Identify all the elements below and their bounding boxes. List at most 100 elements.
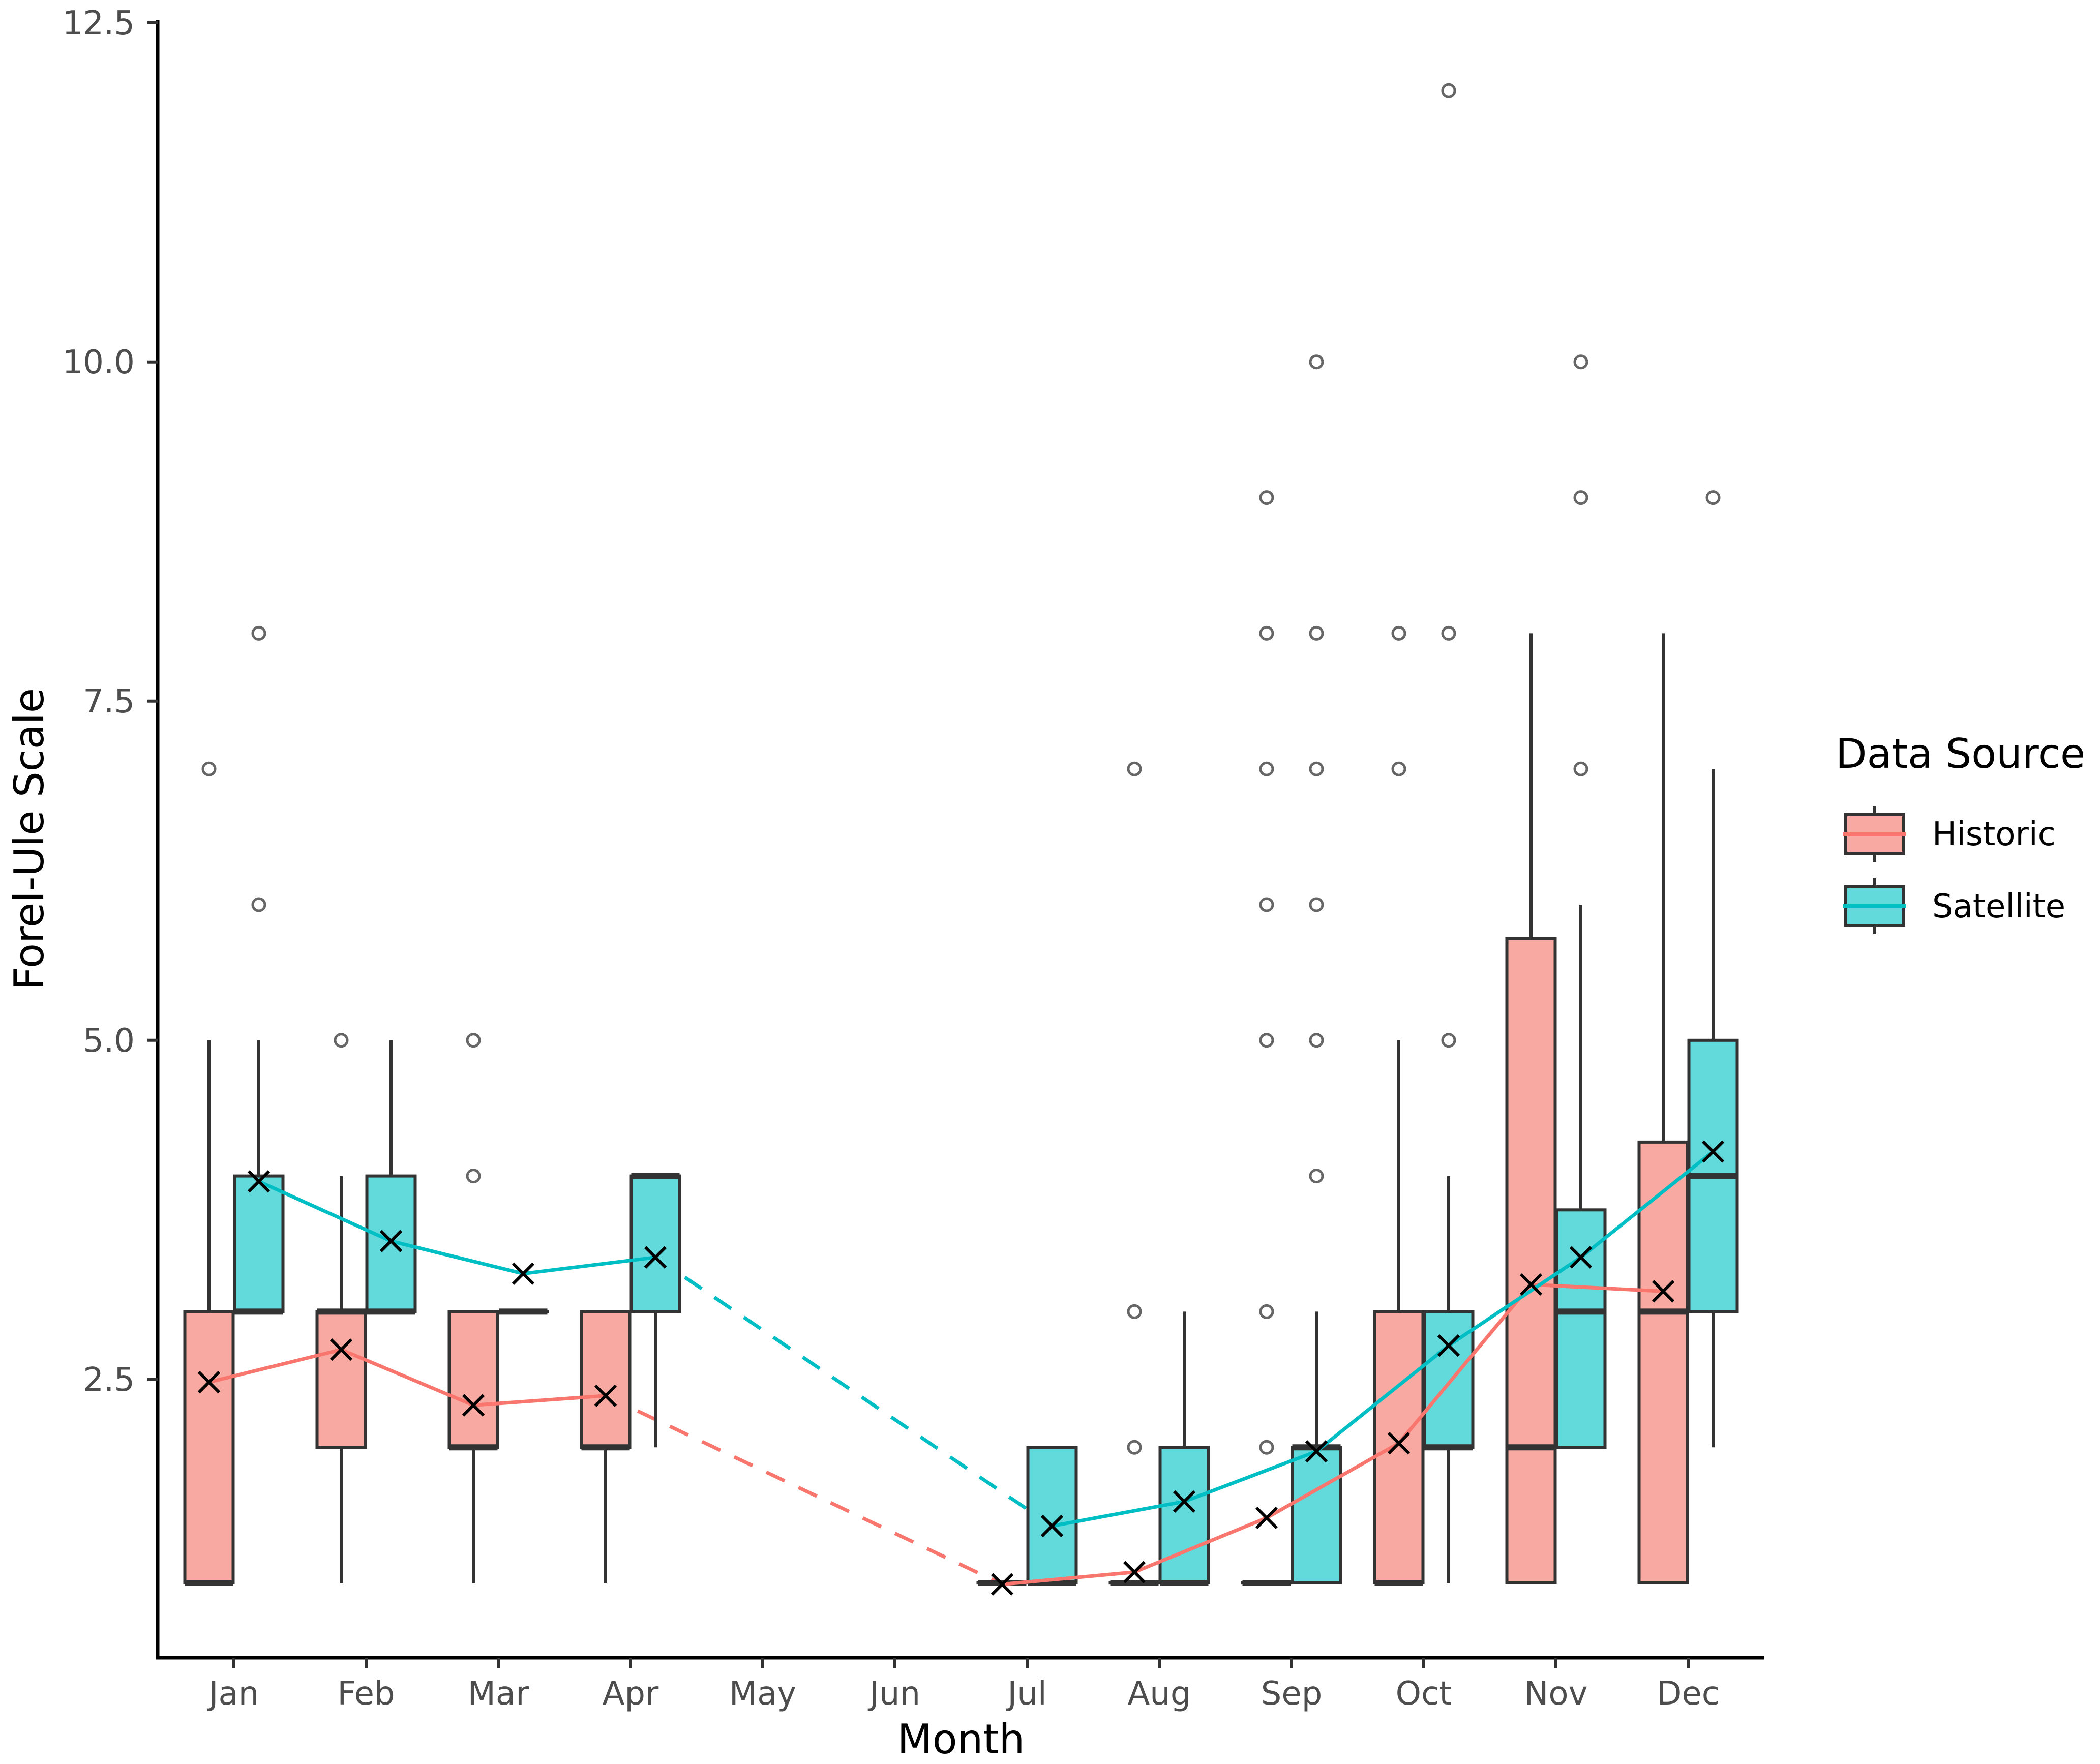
boxplots xyxy=(183,633,1739,1586)
satellite-outlier xyxy=(1309,354,1324,370)
x-tick-label: Jan xyxy=(207,1675,259,1713)
historic-outlier xyxy=(334,1033,349,1048)
satellite-mean-marker xyxy=(1569,1246,1593,1269)
y-tick-label: 7.5 xyxy=(83,683,135,721)
satellite-outlier xyxy=(1309,1169,1324,1184)
x-tick-label: Nov xyxy=(1524,1675,1588,1713)
x-ticks: Jan Feb Mar Apr May Jun Jul Aug Sep Oct Nov Dec xyxy=(207,1658,1720,1713)
satellite-outlier xyxy=(1309,761,1324,776)
y-tick-label: 10.0 xyxy=(63,344,135,381)
legend-title: Data Source xyxy=(1836,730,2085,778)
satellite-mean-line xyxy=(1052,1150,1715,1528)
historic-outlier xyxy=(1259,897,1274,912)
historic-outlier xyxy=(1127,1440,1142,1455)
satellite-box xyxy=(1158,1446,1210,1584)
satellite-mean-marker xyxy=(512,1262,535,1285)
historic-outlier xyxy=(1259,1440,1274,1455)
historic-mean-marker xyxy=(1519,1273,1543,1296)
legend-items: Historic Satellite xyxy=(1843,806,2065,934)
historic-mean-marker xyxy=(594,1384,617,1407)
satellite-mean-marker xyxy=(1437,1334,1460,1357)
y-tick-label: 5.0 xyxy=(83,1022,135,1060)
x-tick-label: Jun xyxy=(867,1675,920,1713)
historic-outlier xyxy=(1259,625,1274,641)
legend-item-historic: Historic xyxy=(1843,806,2056,862)
x-axis-title: Month xyxy=(897,1716,1025,1763)
historic-outlier xyxy=(466,1169,481,1184)
x-tick-label: Oct xyxy=(1396,1675,1452,1713)
historic-mean-dashed-gap xyxy=(605,1394,1003,1586)
satellite-mean-dashed-gap xyxy=(654,1255,1053,1528)
x-tick-label: Feb xyxy=(337,1675,395,1713)
y-tick-label: 12.5 xyxy=(63,5,135,42)
historic-mean-marker xyxy=(1123,1561,1146,1583)
historic-outlier xyxy=(1259,1033,1274,1048)
satellite-outlier xyxy=(251,897,266,912)
historic-box xyxy=(1373,1310,1425,1584)
y-tick-label: 2.5 xyxy=(83,1361,135,1399)
y-ticks: 2.5 5.0 7.5 10.0 12.5 xyxy=(63,5,158,1399)
x-tick-label: Apr xyxy=(603,1675,659,1713)
mean-lines xyxy=(208,1150,1715,1587)
satellite-outlier xyxy=(1309,625,1324,641)
satellite-mean-marker xyxy=(644,1246,667,1269)
historic-outlier xyxy=(1127,761,1142,776)
historic-mean-line xyxy=(1002,1282,1664,1587)
satellite-outlier xyxy=(1573,761,1588,776)
historic-outlier xyxy=(201,761,217,776)
satellite-outlier xyxy=(1441,83,1456,98)
x-tick-label: Aug xyxy=(1128,1675,1191,1713)
x-tick-label: Mar xyxy=(468,1675,529,1713)
historic-mean-marker xyxy=(1652,1280,1675,1303)
historic-box xyxy=(183,1310,235,1584)
legend-item-satellite: Satellite xyxy=(1843,878,2065,934)
y-axis-title: Forel-Ule Scale xyxy=(6,688,53,990)
satellite-outlier xyxy=(1705,490,1721,505)
satellite-outlier xyxy=(1573,490,1588,505)
satellite-box xyxy=(629,1174,681,1313)
historic-mean-marker xyxy=(197,1371,221,1394)
satellite-outlier xyxy=(251,625,266,641)
historic-mean-marker xyxy=(462,1394,485,1417)
satellite-mean-marker xyxy=(379,1230,403,1252)
historic-mean-line xyxy=(208,1348,606,1408)
satellite-outlier xyxy=(1309,897,1324,912)
satellite-outlier xyxy=(1441,625,1456,641)
historic-box xyxy=(1505,937,1557,1584)
historic-outlier xyxy=(1259,490,1274,505)
historic-mean-marker xyxy=(991,1573,1014,1596)
historic-outlier xyxy=(1391,761,1406,776)
satellite-mean-marker xyxy=(1040,1514,1064,1538)
satellite-box xyxy=(1423,1310,1475,1449)
historic-mean-marker xyxy=(329,1338,353,1361)
satellite-box xyxy=(1026,1446,1078,1584)
legend-label-satellite: Satellite xyxy=(1932,888,2065,925)
historic-box xyxy=(1637,1140,1689,1584)
x-tick-label: Dec xyxy=(1657,1675,1720,1713)
historic-outlier xyxy=(1127,1304,1142,1319)
x-tick-label: Jul xyxy=(1005,1675,1046,1713)
historic-outlier xyxy=(1259,761,1274,776)
satellite-mean-marker xyxy=(1701,1140,1725,1163)
outlier-points xyxy=(201,83,1721,1455)
x-tick-label: May xyxy=(729,1675,796,1713)
satellite-outlier xyxy=(1573,354,1588,370)
satellite-mean-marker xyxy=(1305,1440,1328,1463)
historic-box xyxy=(315,1310,367,1449)
legend-label-historic: Historic xyxy=(1932,816,2056,853)
legend: Data Source Historic Satellite xyxy=(1836,730,2085,934)
satellite-outlier xyxy=(1309,1033,1324,1048)
dashed-gap-lines xyxy=(605,1255,1053,1586)
historic-outlier xyxy=(1259,1304,1274,1319)
satellite-box xyxy=(1555,1208,1607,1449)
x-tick-label: Sep xyxy=(1261,1675,1323,1713)
satellite-mean-marker xyxy=(1173,1490,1196,1513)
mean-markers xyxy=(197,1140,1725,1596)
historic-mean-marker xyxy=(1255,1506,1278,1530)
historic-mean-marker xyxy=(1387,1432,1411,1455)
historic-outlier xyxy=(1391,625,1406,641)
satellite-mean-line xyxy=(258,1180,656,1276)
satellite-box xyxy=(1291,1446,1342,1584)
historic-box xyxy=(447,1310,499,1449)
